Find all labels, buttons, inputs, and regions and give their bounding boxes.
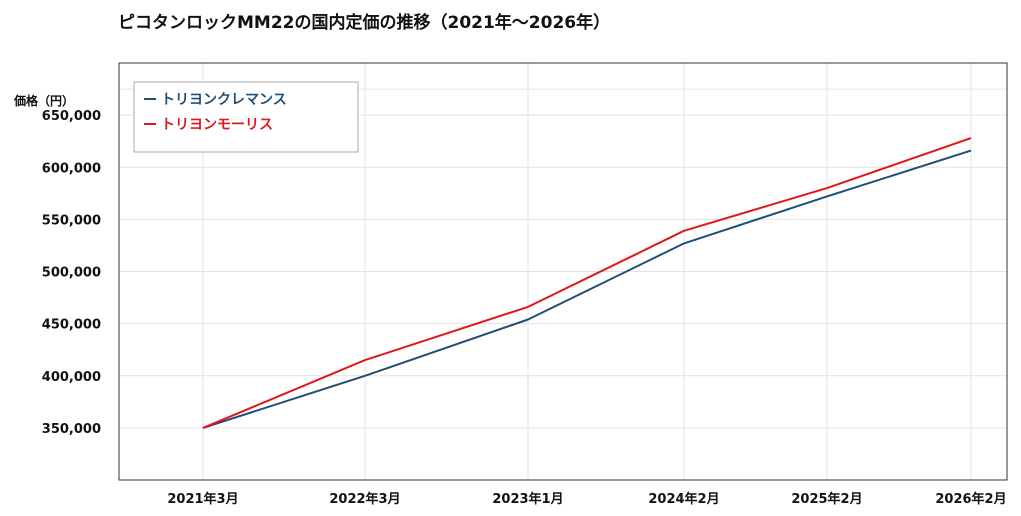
legend-box bbox=[133, 81, 359, 153]
legend-label-1: トリヨンモーリス bbox=[161, 117, 273, 133]
series-line-0 bbox=[202, 149, 972, 429]
y-axis-label: 価格（円） bbox=[13, 93, 74, 108]
y-tick-label: 650,000 bbox=[42, 109, 101, 124]
legend-label-0: トリヨンクレマンス bbox=[161, 92, 287, 108]
y-tick-label: 450,000 bbox=[42, 318, 101, 333]
y-tick-labels: 350,000 400,000 450,000 500,000 550,000 600,0… bbox=[42, 109, 101, 437]
y-tick-label: 400,000 bbox=[42, 370, 101, 385]
y-tick-label: 350,000 bbox=[42, 422, 101, 437]
y-tick-label: 600,000 bbox=[42, 161, 101, 176]
series-line-1 bbox=[202, 137, 972, 429]
series-lines bbox=[202, 137, 972, 429]
chart-title: ピコタンロックMM22の国内定価の推移（2021年～2026年） bbox=[118, 12, 610, 33]
x-tick-labels: 2021年3月 2022年3月 2023年1月 2024年2月 2025年2月 2026年… bbox=[167, 491, 1006, 507]
grid-lines bbox=[119, 63, 1007, 480]
x-tick-label: 2025年2月 bbox=[791, 491, 862, 507]
x-tick-label: 2021年3月 bbox=[167, 491, 238, 507]
x-tick-label: 2026年2月 bbox=[935, 491, 1006, 507]
y-tick-label: 550,000 bbox=[42, 213, 101, 228]
x-tick-label: 2022年3月 bbox=[329, 491, 400, 507]
x-tick-label: 2023年1月 bbox=[492, 491, 563, 507]
plot-frame bbox=[118, 62, 1008, 481]
x-tick-label: 2024年2月 bbox=[648, 491, 719, 507]
y-tick-label: 500,000 bbox=[42, 266, 101, 281]
